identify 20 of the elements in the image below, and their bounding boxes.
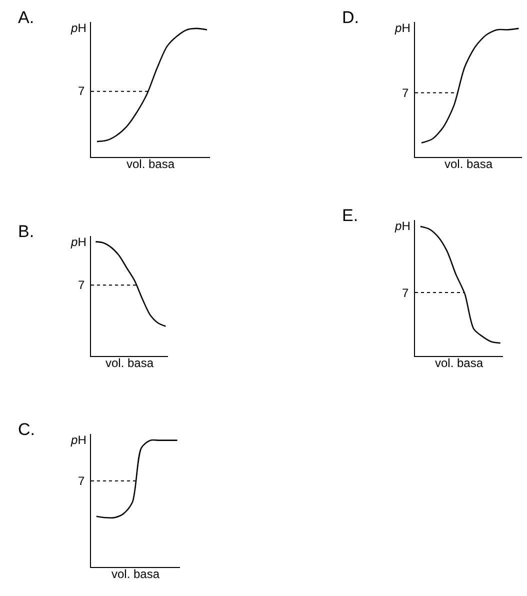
y-axis-title: pH	[70, 433, 86, 447]
chart-title: D.	[342, 8, 359, 27]
x-axis-title: vol. basa	[434, 356, 484, 370]
chart-title: C.	[18, 420, 35, 439]
chart-title: B.	[18, 222, 34, 241]
y-axis-title: pH	[394, 21, 410, 35]
y-axis-title: pH	[70, 235, 86, 249]
chart-title: E.	[342, 206, 358, 225]
text: 7	[402, 286, 409, 300]
x-axis-title: vol. basa	[126, 156, 175, 171]
chart-title: A.	[18, 8, 34, 27]
x-axis-title: vol. basa	[111, 566, 160, 581]
y-axis-title: pH	[394, 219, 410, 233]
text: 7	[402, 86, 409, 100]
text: 7	[78, 84, 85, 98]
y-axis-title: pH	[70, 21, 86, 35]
x-axis-title: vol. basa	[105, 356, 154, 370]
text: 7	[78, 474, 85, 488]
x-axis-title: vol. basa	[444, 156, 493, 171]
text: 7	[78, 278, 85, 292]
